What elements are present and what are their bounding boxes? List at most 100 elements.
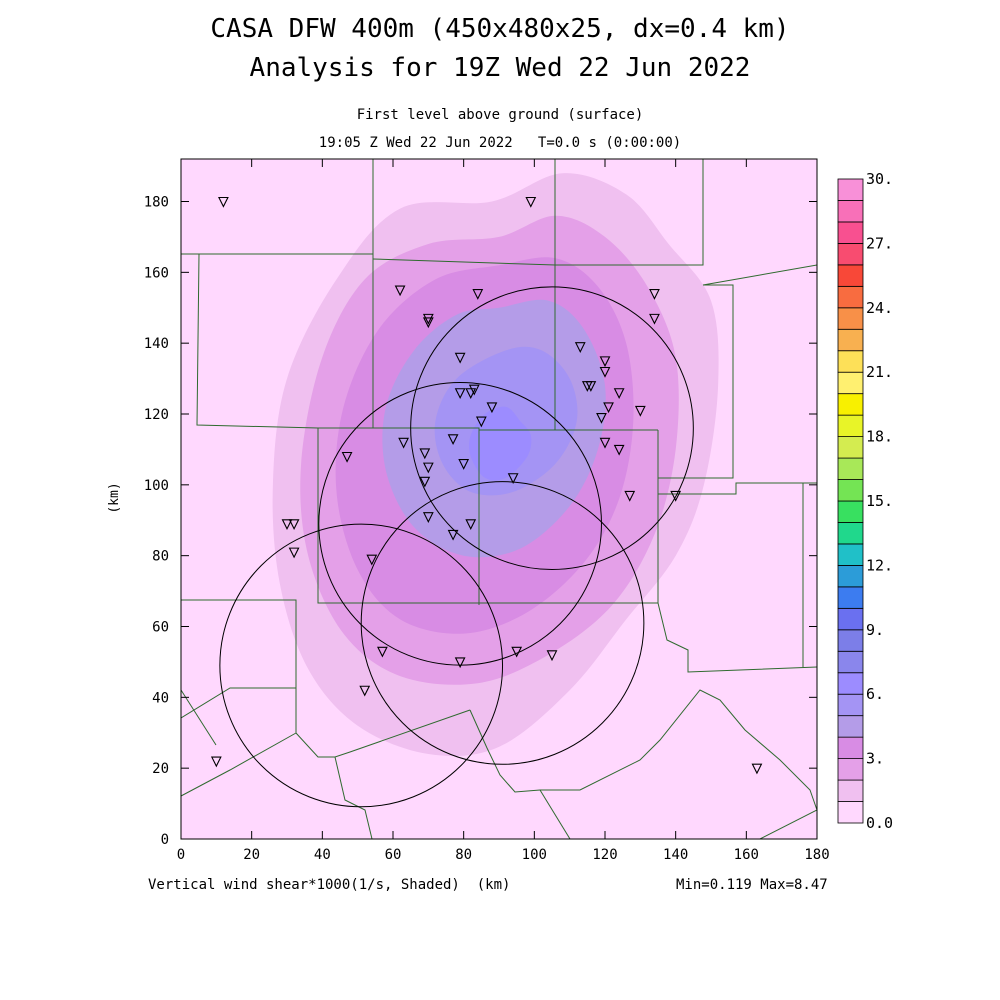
county-line [196,253,319,429]
station-marker [599,437,611,449]
station-marker [670,490,682,502]
station-marker [603,402,614,414]
station-marker [486,402,498,414]
station-marker [585,381,597,392]
station-marker [507,473,519,484]
y-axis: 0 20 40 60 80 100 120 140 160 180 [144,195,817,848]
colorbar-swatch [837,350,864,373]
county-line [334,756,373,839]
colorbar-swatch [837,736,864,760]
county-line [539,789,571,839]
station-marker [422,462,434,474]
station-marker [422,317,434,329]
y-tick-label: 60 [152,620,169,636]
y-tick-label: 180 [144,195,169,211]
colorbar [837,178,864,824]
station-marker [475,416,487,428]
plot-frame [180,158,818,840]
station-marker [447,529,459,541]
colorbar-label: 30. [866,170,893,188]
station-marker [599,366,611,378]
station-marker [546,650,558,662]
station-marker [624,490,636,502]
station-marker [419,476,431,488]
y-tick-label: 140 [144,336,169,352]
colorbar-swatch [837,371,864,395]
x-tick-label: 160 [734,847,759,863]
station-marker [210,756,222,768]
colorbar-swatch [837,328,864,352]
shear-field [272,173,719,757]
station-marker [511,646,523,658]
colorbar-swatch [837,522,864,545]
station-marker [454,352,466,364]
y-tick-label: 100 [144,478,169,494]
chart-title: CASA DFW 400m (450x480x25, dx=0.4 km) [210,14,790,44]
colorbar-label: 15. [866,492,893,510]
colorbar-swatch [837,457,864,480]
colorbar-swatch [837,650,864,674]
colorbar-label: 12. [866,556,893,574]
colorbar-swatch [837,393,864,416]
station-marker [281,519,293,531]
county-line [657,284,817,495]
station-marker [394,285,406,297]
colorbar-swatch [837,672,864,695]
station-marker [419,448,431,460]
colorbar-swatch [837,178,864,201]
station-marker [599,356,611,368]
colorbar-swatch [837,436,864,459]
station-marker [377,646,388,658]
station-marker [447,434,459,446]
station-marker [468,384,480,396]
colorbar-swatch [837,693,864,717]
station-marker [458,459,470,470]
radar-range-rings [219,286,694,808]
colorbar-label: 24. [866,299,893,317]
county-line [657,602,817,673]
y-tick-label: 20 [152,761,169,777]
x-tick-label: 180 [804,847,829,863]
county-boundaries [181,159,817,839]
colorbar-label: 18. [866,428,893,446]
colorbar-labels: 0.0 3. 6. 9. 12. 15. 18. 21. 24. 27. 30. [866,170,893,832]
colorbar-swatch [837,414,864,437]
colorbar-swatch [837,715,864,738]
colorbar-swatch [837,264,864,287]
colorbar-swatch [837,801,864,824]
county-line [702,264,817,286]
colorbar-swatch [837,565,864,588]
colorbar-label: 21. [866,363,893,381]
shear-contour-9 [468,406,532,481]
x-tick-label: 80 [455,847,472,863]
station-marker [398,437,409,449]
station-marker [574,342,586,353]
x-tick-label: 0 [177,847,185,863]
station-marker [288,519,300,531]
chart-timestamp: 19:05 Z Wed 22 Jun 2022 T=0.0 s (0:00:00… [318,135,682,151]
colorbar-label: 6. [866,685,884,703]
x-tick-label: 40 [314,847,331,863]
y-tick-label: 40 [152,690,169,706]
station-marker [422,512,434,523]
x-tick-label: 100 [522,847,547,863]
station-marker [465,388,477,399]
colorbar-swatch [837,285,864,309]
radar-ring [410,286,694,570]
radar-ring [219,523,504,808]
station-marker [634,405,646,417]
colorbar-swatch [837,221,864,244]
x-axis-variable-label: Vertical wind shear*1000(1/s, Shaded) (k… [148,877,511,893]
x-tick-label: 60 [385,847,402,863]
x-tick-label: 140 [663,847,688,863]
y-tick-label: 160 [144,265,169,281]
colorbar-swatch [837,479,864,502]
station-marker [359,685,371,697]
station-marker [341,451,353,463]
colorbar-swatch [837,307,864,330]
colorbar-swatch [837,200,864,223]
colorbar-swatch [837,629,864,652]
station-marker [751,763,763,775]
colorbar-label: 9. [866,621,884,639]
